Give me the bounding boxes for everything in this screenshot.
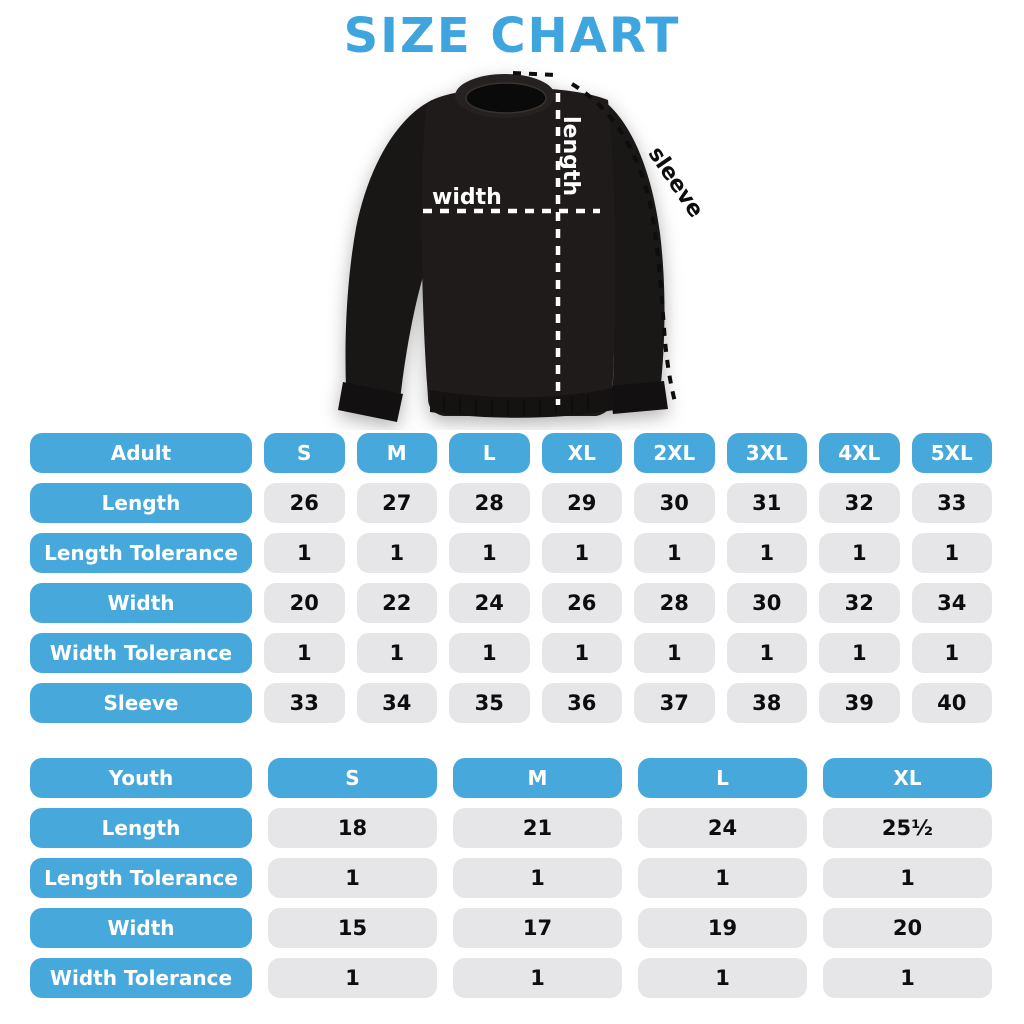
size-value-cell: 37 (634, 683, 715, 723)
size-value-cell: 33 (911, 483, 992, 523)
size-value-cell: 20 (823, 908, 992, 948)
length-label: length (558, 116, 583, 196)
row-label: Width (30, 908, 252, 948)
size-value-cell: 32 (819, 483, 900, 523)
size-value-cell: 28 (449, 483, 530, 523)
size-value-cell: 28 (634, 583, 715, 623)
size-value-cell: 34 (911, 583, 992, 623)
size-value-cell: 33 (264, 683, 345, 723)
size-value-cell: 1 (823, 958, 992, 998)
adult-size-table: Adult S M L XL 2XL 3XL 4XL 5XL Length 26 27 28 29 30 31… (30, 433, 992, 723)
size-value-cell: 1 (819, 633, 900, 673)
sweatshirt-illustration (338, 74, 668, 422)
size-value-cell: 1 (268, 958, 437, 998)
size-value-cell: 30 (634, 483, 715, 523)
sweatshirt-svg: width length sleeve (338, 71, 708, 422)
size-value-cell: 1 (726, 533, 807, 573)
row-label: Width Tolerance (30, 958, 252, 998)
size-value-cell: 1 (356, 533, 437, 573)
width-label: width (432, 185, 502, 210)
size-value-cell: 24 (449, 583, 530, 623)
size-value-cell: 39 (819, 683, 900, 723)
size-value-cell: 1 (449, 533, 530, 573)
size-value-cell: 19 (638, 908, 807, 948)
table-header-label: Adult (30, 433, 252, 473)
row-label: Length Tolerance (30, 533, 252, 573)
size-value-cell: 27 (356, 483, 437, 523)
size-column-header: XL (823, 758, 992, 798)
size-column-header: L (449, 433, 530, 473)
size-column-header: M (453, 758, 622, 798)
row-label: Length (30, 483, 252, 523)
size-column-header: L (638, 758, 807, 798)
size-column-header: S (264, 433, 345, 473)
youth-size-table: Youth S M L XL Length 18 21 24 25¹⁄₂ Length Tolera… (30, 758, 992, 998)
sleeve-measure-line (512, 71, 678, 407)
size-value-cell: 1 (638, 858, 807, 898)
table-header-label: Youth (30, 758, 252, 798)
size-column-header: 4XL (819, 433, 900, 473)
row-label: Width Tolerance (30, 633, 252, 673)
size-value-cell: 15 (268, 908, 437, 948)
size-value-cell: 1 (819, 533, 900, 573)
size-value-cell: 1 (726, 633, 807, 673)
size-value-cell: 21 (453, 808, 622, 848)
size-value-cell: 38 (726, 683, 807, 723)
size-value-cell: 34 (356, 683, 437, 723)
row-label: Length (30, 808, 252, 848)
size-value-cell: 29 (541, 483, 622, 523)
size-value-cell: 1 (911, 633, 992, 673)
size-value-cell: 40 (911, 683, 992, 723)
size-value-cell: 22 (356, 583, 437, 623)
size-value-cell: 35 (449, 683, 530, 723)
page-title: SIZE CHART (343, 8, 681, 64)
size-value-cell: 1 (264, 633, 345, 673)
size-value-cell: 36 (541, 683, 622, 723)
size-value-cell: 1 (449, 633, 530, 673)
size-value-cell: 1 (823, 858, 992, 898)
size-value-cell: 17 (453, 908, 622, 948)
size-column-header: 3XL (726, 433, 807, 473)
size-value-cell: 30 (726, 583, 807, 623)
row-label: Width (30, 583, 252, 623)
size-value-cell: 25¹⁄₂ (823, 808, 992, 848)
size-value-cell: 1 (453, 958, 622, 998)
size-value-cell: 1 (634, 633, 715, 673)
size-value-cell: 1 (541, 633, 622, 673)
row-label: Length Tolerance (30, 858, 252, 898)
sweatshirt-diagram: width length sleeve (320, 58, 720, 430)
size-column-header: XL (541, 433, 622, 473)
size-column-header: S (268, 758, 437, 798)
size-column-header: 2XL (634, 433, 715, 473)
size-column-header: M (356, 433, 437, 473)
size-value-cell: 1 (268, 858, 437, 898)
size-value-cell: 1 (264, 533, 345, 573)
size-value-cell: 1 (453, 858, 622, 898)
size-value-cell: 1 (356, 633, 437, 673)
size-value-cell: 32 (819, 583, 900, 623)
size-value-cell: 24 (638, 808, 807, 848)
size-value-cell: 26 (264, 483, 345, 523)
size-value-cell: 18 (268, 808, 437, 848)
size-value-cell: 31 (726, 483, 807, 523)
size-value-cell: 1 (638, 958, 807, 998)
size-value-cell: 1 (911, 533, 992, 573)
row-label: Sleeve (30, 683, 252, 723)
size-column-header: 5XL (911, 433, 992, 473)
size-value-cell: 1 (634, 533, 715, 573)
size-value-cell: 1 (541, 533, 622, 573)
size-value-cell: 20 (264, 583, 345, 623)
size-value-cell: 26 (541, 583, 622, 623)
